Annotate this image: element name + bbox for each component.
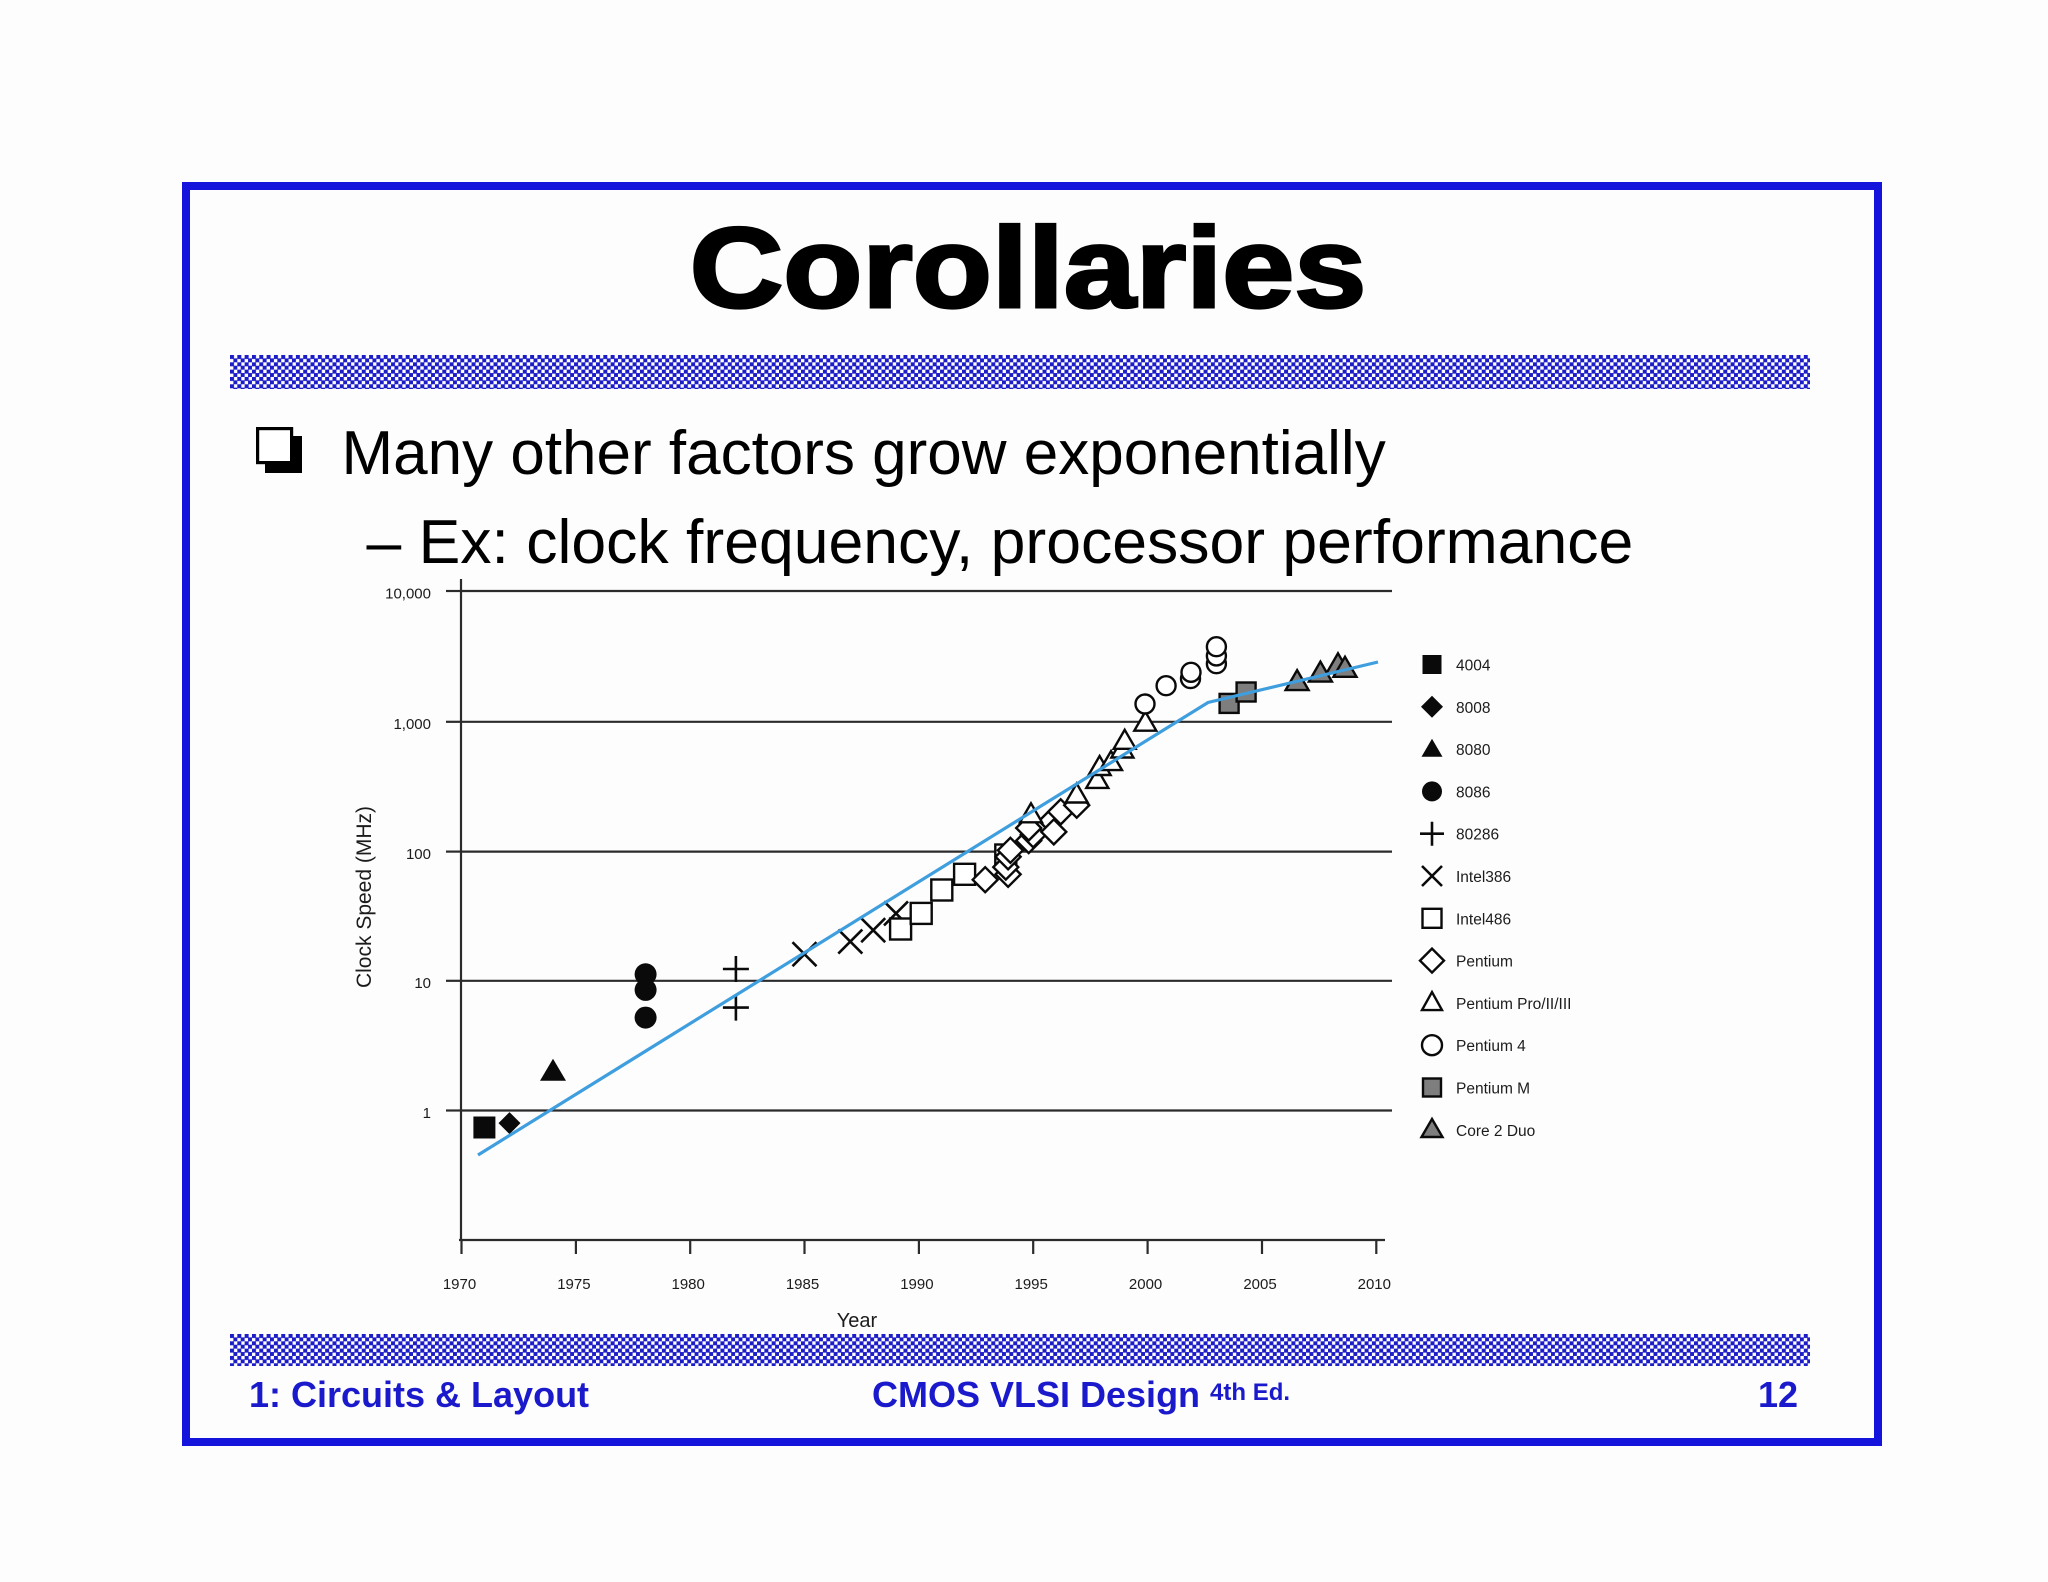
svg-text:Pentium M: Pentium M: [1456, 1081, 1530, 1098]
svg-text:8080: 8080: [1456, 742, 1491, 759]
svg-text:2000: 2000: [1129, 1276, 1162, 1293]
svg-text:Pentium 4: Pentium 4: [1456, 1038, 1526, 1055]
svg-text:1995: 1995: [1015, 1276, 1048, 1293]
svg-text:1990: 1990: [900, 1276, 933, 1293]
svg-text:2010: 2010: [1358, 1276, 1391, 1293]
svg-text:2005: 2005: [1243, 1276, 1276, 1293]
svg-text:8086: 8086: [1456, 784, 1490, 801]
svg-text:Clock Speed (MHz): Clock Speed (MHz): [353, 806, 376, 988]
svg-text:10: 10: [414, 975, 431, 992]
svg-text:Pentium Pro/II/III: Pentium Pro/II/III: [1456, 996, 1571, 1013]
svg-text:Intel386: Intel386: [1456, 869, 1511, 886]
svg-text:8008: 8008: [1456, 700, 1490, 717]
svg-text:Year: Year: [837, 1310, 878, 1332]
svg-text:1985: 1985: [786, 1276, 819, 1293]
svg-text:1,000: 1,000: [393, 716, 431, 733]
svg-text:100: 100: [406, 846, 431, 863]
svg-text:10,000: 10,000: [385, 585, 431, 602]
svg-text:Intel486: Intel486: [1456, 911, 1511, 928]
svg-text:Pentium: Pentium: [1456, 954, 1513, 971]
svg-text:80286: 80286: [1456, 827, 1499, 844]
svg-text:1: 1: [423, 1105, 431, 1122]
svg-text:1975: 1975: [557, 1276, 590, 1293]
svg-text:1970: 1970: [443, 1276, 476, 1293]
svg-text:4004: 4004: [1456, 658, 1491, 675]
svg-text:Core 2 Duo: Core 2 Duo: [1456, 1123, 1535, 1140]
svg-text:1980: 1980: [672, 1276, 705, 1293]
